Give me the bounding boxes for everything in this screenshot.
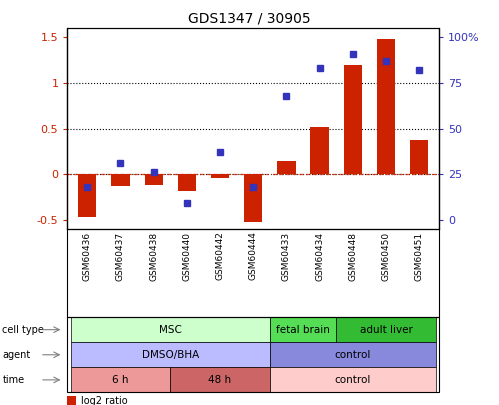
Bar (336, 317, 436, 342)
Text: cell type: cell type (2, 325, 44, 335)
Bar (344, 65, 362, 174)
Text: log2 ratio: log2 ratio (81, 396, 128, 405)
Text: 6 h: 6 h (112, 375, 129, 385)
Bar (410, 139, 428, 174)
Bar (270, 342, 436, 367)
Bar (377, 39, 395, 174)
Text: MSC: MSC (159, 325, 182, 335)
Text: control: control (335, 350, 371, 360)
Text: agent: agent (2, 350, 31, 360)
Bar (67, 28, 439, 229)
Text: adult liver: adult liver (360, 325, 413, 335)
Bar (71, 317, 270, 342)
Bar (244, 174, 262, 222)
Bar (310, 127, 329, 174)
Bar (178, 174, 196, 190)
Bar (78, 174, 96, 217)
Bar (270, 367, 436, 392)
Bar (67, 28, 439, 317)
Bar (170, 367, 270, 392)
Text: time: time (2, 375, 24, 385)
Bar (71, 342, 270, 367)
Text: GDS1347 / 30905: GDS1347 / 30905 (188, 11, 311, 25)
Text: 48 h: 48 h (209, 375, 232, 385)
Bar (67, 396, 76, 405)
Bar (67, 317, 439, 392)
Text: DMSO/BHA: DMSO/BHA (142, 350, 199, 360)
Bar (71, 367, 170, 392)
Bar (270, 317, 336, 342)
Text: fetal brain: fetal brain (276, 325, 330, 335)
Bar (111, 174, 130, 186)
Bar (145, 174, 163, 185)
Bar (211, 174, 229, 178)
Bar (277, 161, 295, 174)
Text: control: control (335, 375, 371, 385)
